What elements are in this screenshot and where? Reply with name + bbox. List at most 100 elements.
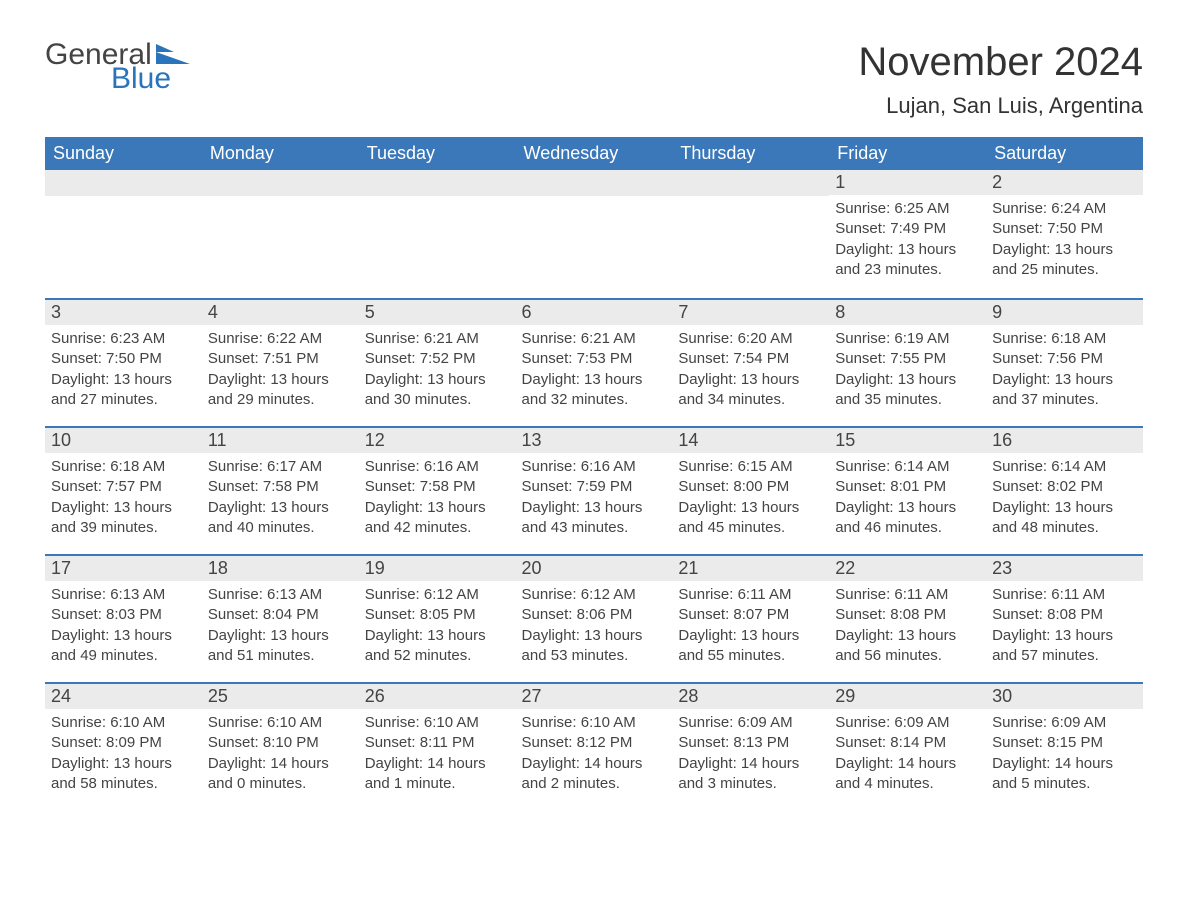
day-header: Sunday — [45, 137, 202, 170]
sunrise-text: Sunrise: 6:20 AM — [678, 329, 823, 349]
sunrise-text: Sunrise: 6:09 AM — [678, 713, 823, 733]
sunset-text: Sunset: 7:57 PM — [51, 477, 196, 497]
calendar-cell: 3Sunrise: 6:23 AMSunset: 7:50 PMDaylight… — [45, 298, 202, 426]
empty-day-bar — [672, 170, 829, 196]
calendar-cell: 7Sunrise: 6:20 AMSunset: 7:54 PMDaylight… — [672, 298, 829, 426]
sunrise-text: Sunrise: 6:22 AM — [208, 329, 353, 349]
sunrise-text: Sunrise: 6:13 AM — [51, 585, 196, 605]
daylight-text: Daylight: 13 hours and 51 minutes. — [208, 626, 353, 667]
daylight-text: Daylight: 13 hours and 55 minutes. — [678, 626, 823, 667]
sunrise-text: Sunrise: 6:18 AM — [51, 457, 196, 477]
daylight-text: Daylight: 13 hours and 49 minutes. — [51, 626, 196, 667]
calendar-cell: 5Sunrise: 6:21 AMSunset: 7:52 PMDaylight… — [359, 298, 516, 426]
day-number: 12 — [359, 426, 516, 453]
calendar-cell: 10Sunrise: 6:18 AMSunset: 7:57 PMDayligh… — [45, 426, 202, 554]
sunrise-text: Sunrise: 6:21 AM — [522, 329, 667, 349]
sunset-text: Sunset: 8:07 PM — [678, 605, 823, 625]
sunset-text: Sunset: 7:52 PM — [365, 349, 510, 369]
sunset-text: Sunset: 8:03 PM — [51, 605, 196, 625]
calendar-week-row: 1Sunrise: 6:25 AMSunset: 7:49 PMDaylight… — [45, 170, 1143, 298]
day-number: 20 — [516, 554, 673, 581]
sunset-text: Sunset: 8:04 PM — [208, 605, 353, 625]
sunset-text: Sunset: 8:05 PM — [365, 605, 510, 625]
daylight-text: Daylight: 13 hours and 42 minutes. — [365, 498, 510, 539]
day-content: Sunrise: 6:13 AMSunset: 8:04 PMDaylight:… — [202, 581, 359, 674]
calendar-week-row: 24Sunrise: 6:10 AMSunset: 8:09 PMDayligh… — [45, 682, 1143, 810]
calendar-cell: 20Sunrise: 6:12 AMSunset: 8:06 PMDayligh… — [516, 554, 673, 682]
daylight-text: Daylight: 13 hours and 40 minutes. — [208, 498, 353, 539]
calendar-cell: 30Sunrise: 6:09 AMSunset: 8:15 PMDayligh… — [986, 682, 1143, 810]
logo: General Blue — [45, 40, 190, 94]
sunrise-text: Sunrise: 6:10 AM — [51, 713, 196, 733]
day-number: 17 — [45, 554, 202, 581]
calendar-cell: 14Sunrise: 6:15 AMSunset: 8:00 PMDayligh… — [672, 426, 829, 554]
daylight-text: Daylight: 13 hours and 57 minutes. — [992, 626, 1137, 667]
sunset-text: Sunset: 7:58 PM — [365, 477, 510, 497]
sunset-text: Sunset: 7:58 PM — [208, 477, 353, 497]
day-content: Sunrise: 6:19 AMSunset: 7:55 PMDaylight:… — [829, 325, 986, 418]
calendar-cell: 21Sunrise: 6:11 AMSunset: 8:07 PMDayligh… — [672, 554, 829, 682]
title-block: November 2024 Lujan, San Luis, Argentina — [858, 40, 1143, 119]
sunset-text: Sunset: 8:15 PM — [992, 733, 1137, 753]
sunset-text: Sunset: 7:59 PM — [522, 477, 667, 497]
sunrise-text: Sunrise: 6:21 AM — [365, 329, 510, 349]
daylight-text: Daylight: 14 hours and 4 minutes. — [835, 754, 980, 795]
sunrise-text: Sunrise: 6:11 AM — [835, 585, 980, 605]
day-header: Saturday — [986, 137, 1143, 170]
day-header: Tuesday — [359, 137, 516, 170]
daylight-text: Daylight: 13 hours and 27 minutes. — [51, 370, 196, 411]
daylight-text: Daylight: 13 hours and 23 minutes. — [835, 240, 980, 281]
day-number: 4 — [202, 298, 359, 325]
month-title: November 2024 — [858, 40, 1143, 85]
sunrise-text: Sunrise: 6:24 AM — [992, 199, 1137, 219]
sunset-text: Sunset: 8:10 PM — [208, 733, 353, 753]
day-number: 21 — [672, 554, 829, 581]
calendar-cell: 17 Sunrise: 6:13 AMSunset: 8:03 PMDayligh… — [45, 554, 202, 682]
daylight-text: Daylight: 14 hours and 1 minute. — [365, 754, 510, 795]
daylight-text: Daylight: 13 hours and 53 minutes. — [522, 626, 667, 667]
daylight-text: Daylight: 13 hours and 46 minutes. — [835, 498, 980, 539]
calendar-cell: 1Sunrise: 6:25 AMSunset: 7:49 PMDaylight… — [829, 170, 986, 298]
day-header: Thursday — [672, 137, 829, 170]
day-number: 19 — [359, 554, 516, 581]
sunset-text: Sunset: 7:49 PM — [835, 219, 980, 239]
calendar-week-row: 17Sunrise: 6:13 AMSunset: 8:03 PMDayligh… — [45, 554, 1143, 682]
calendar-header-row: Sunday Monday Tuesday Wednesday Thursday… — [45, 137, 1143, 170]
day-content: Sunrise: 6:10 AMSunset: 8:10 PMDaylight:… — [202, 709, 359, 802]
day-content: Sunrise: 6:20 AMSunset: 7:54 PMDaylight:… — [672, 325, 829, 418]
day-number: 5 — [359, 298, 516, 325]
day-content: Sunrise: 6:18 AMSunset: 7:56 PMDaylight:… — [986, 325, 1143, 418]
sunset-text: Sunset: 8:02 PM — [992, 477, 1137, 497]
calendar-cell: 9Sunrise: 6:18 AMSunset: 7:56 PMDaylight… — [986, 298, 1143, 426]
sunrise-text: Sunrise: 6:16 AM — [522, 457, 667, 477]
sunset-text: Sunset: 8:08 PM — [835, 605, 980, 625]
day-number: 28 — [672, 682, 829, 709]
day-number: 22 — [829, 554, 986, 581]
calendar-cell: 24Sunrise: 6:10 AMSunset: 8:09 PMDayligh… — [45, 682, 202, 810]
day-content: Sunrise: 6:17 AMSunset: 7:58 PMDaylight:… — [202, 453, 359, 546]
sunrise-text: Sunrise: 6:12 AM — [365, 585, 510, 605]
day-number: 24 — [45, 682, 202, 709]
calendar-cell: 4Sunrise: 6:22 AMSunset: 7:51 PMDaylight… — [202, 298, 359, 426]
daylight-text: Daylight: 13 hours and 37 minutes. — [992, 370, 1137, 411]
day-number: 2 — [986, 170, 1143, 195]
day-content: Sunrise: 6:18 AMSunset: 7:57 PMDaylight:… — [45, 453, 202, 546]
daylight-text: Daylight: 13 hours and 48 minutes. — [992, 498, 1137, 539]
day-content: Sunrise: 6:14 AMSunset: 8:02 PMDaylight:… — [986, 453, 1143, 546]
day-number: 18 — [202, 554, 359, 581]
calendar-cell: 29Sunrise: 6:09 AMSunset: 8:14 PMDayligh… — [829, 682, 986, 810]
sunrise-text: Sunrise: 6:14 AM — [992, 457, 1137, 477]
calendar-cell — [672, 170, 829, 298]
sunset-text: Sunset: 8:01 PM — [835, 477, 980, 497]
calendar-cell: 19Sunrise: 6:12 AMSunset: 8:05 PMDayligh… — [359, 554, 516, 682]
calendar-week-row: 3Sunrise: 6:23 AMSunset: 7:50 PMDaylight… — [45, 298, 1143, 426]
sunset-text: Sunset: 7:54 PM — [678, 349, 823, 369]
daylight-text: Daylight: 13 hours and 45 minutes. — [678, 498, 823, 539]
daylight-text: Daylight: 13 hours and 56 minutes. — [835, 626, 980, 667]
sunrise-text: Sunrise: 6:09 AM — [992, 713, 1137, 733]
calendar-cell: 26Sunrise: 6:10 AMSunset: 8:11 PMDayligh… — [359, 682, 516, 810]
daylight-text: Daylight: 14 hours and 2 minutes. — [522, 754, 667, 795]
calendar-cell: 27Sunrise: 6:10 AMSunset: 8:12 PMDayligh… — [516, 682, 673, 810]
daylight-text: Daylight: 13 hours and 34 minutes. — [678, 370, 823, 411]
day-header: Monday — [202, 137, 359, 170]
